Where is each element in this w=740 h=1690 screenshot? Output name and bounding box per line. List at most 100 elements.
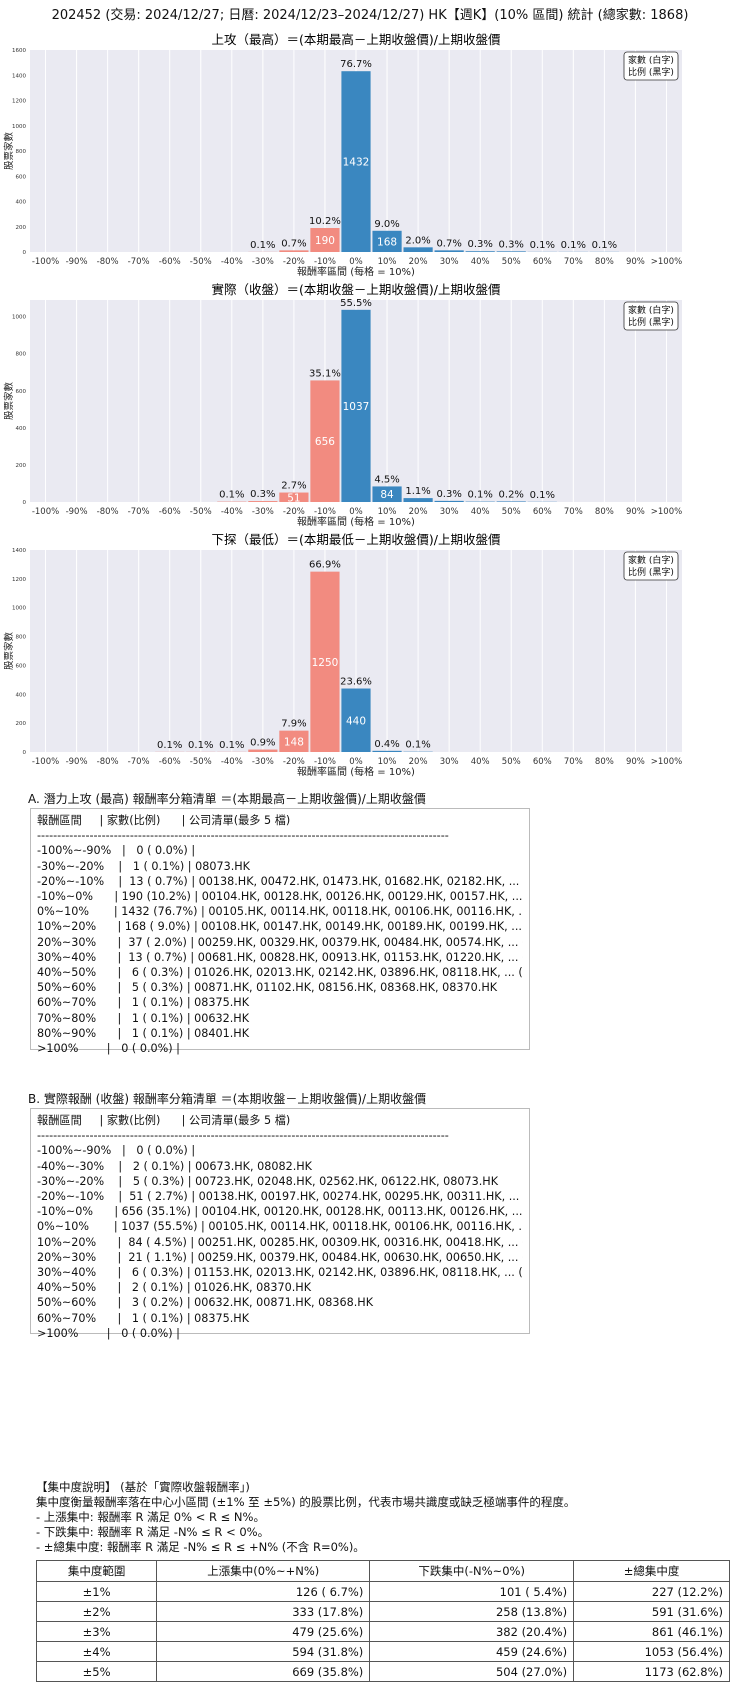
pct-label: 0.1% [561,240,586,251]
y-tick-label: 1600 [12,48,26,54]
x-tick-label: -40% [221,507,243,517]
list-line: - ±總集中度: 報酬率 R 滿足 -N% ≤ R ≤ +N% (不含 R=0%… [36,1540,365,1554]
pct-label: 66.9% [309,560,341,571]
pct-label: 4.5% [374,474,399,485]
table-row: ±2% 333 (17.8%) 258 (13.8%) 591 (31.6%) [35,1601,730,1622]
x-tick-label: 20% [409,507,428,517]
list-line: -20%~-10% | 13 ( 0.7%) | 00138.HK, 00472… [37,874,523,888]
table-cell: ±4% [35,1641,158,1662]
section-b-list: 報酬區間 | 家數(比例) | 公司清單(最多 5 檔) ------------… [30,1108,530,1340]
table-row: ±5% 669 (35.8%) 504 (27.0%) 1173 (62.8%) [35,1661,730,1682]
x-tick-label: 30% [440,507,459,517]
legend-line: 比例 (黑字) [628,66,674,78]
list-line: 10%~20% | 168 ( 9.0%) | 00108.HK, 00147.… [37,920,522,934]
bar [279,492,309,502]
x-tick-label: 80% [595,757,614,767]
x-axis-label: 報酬率區間 (每格 = 10%) [297,265,415,278]
list-line: ----------------------------------------… [37,1129,449,1143]
table-cell: 479 (25.6%) [156,1621,371,1642]
x-tick-label: 0% [349,507,363,517]
x-tick-label: 50% [502,507,521,517]
list-line: -30%~-20% | 1 ( 0.1%) | 08073.HK [37,859,250,873]
x-tick-label: 80% [595,257,614,267]
list-line: 20%~30% | 21 ( 1.1%) | 00259.HK, 00379.H… [37,1250,523,1264]
y-tick-label: 400 [16,692,27,698]
list-line: 0%~10% | 1432 (76.7%) | 00105.HK, 00114.… [37,905,523,919]
table-cell: 594 (31.8%) [156,1641,371,1662]
pct-label: 55.5% [340,298,372,309]
x-tick-label: -20% [283,507,305,517]
chart-svg: 下探（最低）＝(本期最低－上期收盤價)/上期收盤價 0 200 400 600 800 10… [3,532,682,778]
list-line: 30%~40% | 6 ( 0.3%) | 01153.HK, 02013.HK… [37,1266,523,1280]
x-tick-label: -100% [32,257,59,267]
pct-label: 0.1% [530,240,555,251]
legend-line: 家數 (白字) [628,54,674,66]
bar [341,71,371,253]
pct-label: 2.0% [405,235,430,246]
pct-label: 0.1% [530,490,555,501]
x-tick-label: 10% [378,257,397,267]
list-line: 20%~30% | 37 ( 2.0%) | 00259.HK, 00329.H… [37,935,523,949]
page-title: 202452 (交易: 2024/12/27; 日曆: 2024/12/23–2… [51,8,689,23]
table-header: ±總集中度 [573,1560,730,1582]
x-tick-label: 90% [626,257,645,267]
y-tick-label: 1400 [12,73,26,79]
list-line: 0%~10% | 1037 (55.5%) | 00105.HK, 00114.… [37,1220,523,1234]
count-label: 656 [315,436,335,448]
list-line: 集中度衡量報酬率落在中心小區間 (±1% 至 ±5%) 的股票比例，代表市場共識… [36,1495,576,1509]
section-a-list: 報酬區間 | 家數(比例) | 公司清單(最多 5 檔) ------------… [30,808,530,1055]
list-line: >100% | 0 ( 0.0%) | [37,1042,180,1056]
count-label: 51 [287,492,300,504]
y-tick-label: 400 [16,200,27,206]
x-tick-label: 30% [440,757,459,767]
table-cell: 227 (12.2%) [573,1581,730,1602]
table-cell: 504 (27.0%) [369,1661,575,1682]
table-cell: 459 (24.6%) [369,1641,575,1662]
list-line: -40%~-30% | 2 ( 0.1%) | 00673.HK, 08082.… [37,1159,313,1173]
pct-label: 0.1% [219,740,244,751]
count-label: 148 [284,736,304,748]
y-tick-label: 0 [23,250,27,256]
pct-label: 0.4% [374,739,399,750]
list-line: >100% | 0 ( 0.0%) | [37,1326,180,1340]
list-line: -30%~-20% | 5 ( 0.3%) | 00723.HK, 02048.… [37,1174,499,1188]
y-tick-label: 1200 [12,577,26,583]
pct-label: 7.9% [281,719,306,730]
x-tick-label: 70% [564,757,583,767]
bar [248,501,278,502]
x-tick-label: 20% [409,257,428,267]
y-tick-label: 800 [16,149,27,155]
list-line: -20%~-10% | 51 ( 2.7%) | 00138.HK, 00197… [37,1190,523,1204]
table-cell: 333 (17.8%) [156,1601,371,1622]
y-tick-label: 800 [16,635,27,641]
x-tick-label: -20% [283,757,305,767]
x-tick-label: -50% [190,257,212,267]
table-cell: ±3% [35,1621,158,1642]
y-tick-label: 200 [16,463,27,469]
bar [372,486,402,502]
x-tick-label: -100% [32,757,59,767]
legend-box [623,301,679,331]
chart-upside-high: 上攻（最高）＝(本期最高－上期收盤價)/上期收盤價 0 200 400 600 800 10… [0,30,740,280]
list-line: -100%~-90% | 0 ( 0.0%) | [37,1144,196,1158]
y-tick-label: 1000 [12,315,26,321]
chart-svg: 上攻（最高）＝(本期最高－上期收盤價)/上期收盤價 0 200 400 600 800 10… [3,32,682,278]
x-tick-label: 60% [533,507,552,517]
x-tick-label: -40% [221,757,243,767]
list-line: 40%~50% | 6 ( 0.3%) | 01026.HK, 02013.HK… [37,966,523,980]
count-label: 1037 [343,401,370,413]
list-line: -100%~-90% | 0 ( 0.0%) | [37,844,196,858]
x-tick-label: -30% [252,757,274,767]
table-body: ±1% 126 ( 6.7%) 101 ( 5.4%) 227 (12.2%) ±2% 3… [35,1581,730,1682]
x-tick-label: 60% [533,757,552,767]
y-tick-label: 0 [23,500,27,506]
count-label: 190 [315,235,335,247]
table-row: ±1% 126 ( 6.7%) 101 ( 5.4%) 227 (12.2%) [35,1581,730,1602]
section-b-heading: B. 實際報酬 (收盤) 報酬率分箱清單 ＝(本期收盤－上期收盤價)/上期收盤價 [28,1092,427,1106]
bar [248,749,278,752]
pct-label: 0.3% [436,489,461,500]
bar [279,730,309,752]
pct-label: 9.0% [374,219,399,230]
pct-label: 0.1% [219,490,244,501]
list-line: 報酬區間 | 家數(比例) | 公司清單(最多 5 檔) [37,1114,291,1127]
